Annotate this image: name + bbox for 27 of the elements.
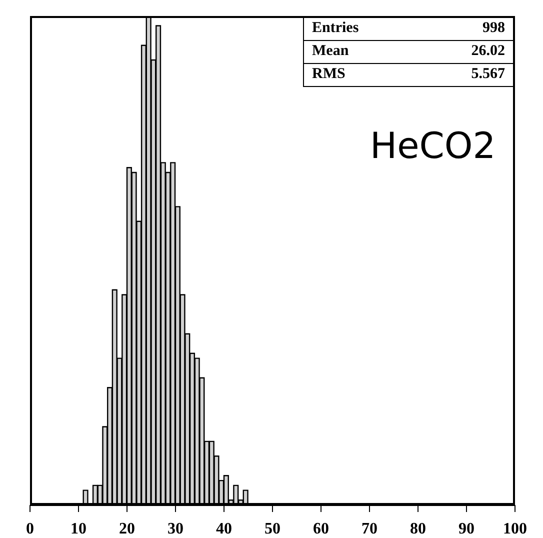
annotation: RMS bbox=[312, 66, 346, 83]
x-tick-label: 0 bbox=[26, 520, 34, 538]
annotation: 26.02 bbox=[471, 43, 505, 60]
bar bbox=[199, 377, 205, 505]
annotation: HeCO2 bbox=[370, 126, 496, 167]
bar bbox=[174, 206, 180, 505]
x-tick-label: 80 bbox=[410, 520, 426, 538]
bar bbox=[223, 475, 229, 505]
x-tick-label: 100 bbox=[503, 520, 527, 538]
bar bbox=[140, 44, 147, 505]
bar bbox=[170, 162, 176, 505]
x-tick-label: 20 bbox=[119, 520, 135, 538]
annotation: Entries bbox=[312, 20, 359, 37]
annotation: 998 bbox=[482, 20, 505, 37]
x-tick-label: 60 bbox=[313, 520, 329, 538]
bar bbox=[184, 333, 190, 505]
x-tick-label: 70 bbox=[362, 520, 378, 538]
x-tick-label: 40 bbox=[216, 520, 232, 538]
x-tick-label: 90 bbox=[458, 520, 474, 538]
bar bbox=[156, 25, 162, 505]
annotation: Mean bbox=[312, 43, 349, 60]
bar bbox=[214, 456, 220, 505]
x-tick-label: 50 bbox=[264, 520, 280, 538]
x-tick-label: 10 bbox=[70, 520, 86, 538]
annotation: 5.567 bbox=[471, 66, 505, 83]
bar bbox=[126, 166, 132, 505]
x-tick-label: 30 bbox=[168, 520, 184, 538]
